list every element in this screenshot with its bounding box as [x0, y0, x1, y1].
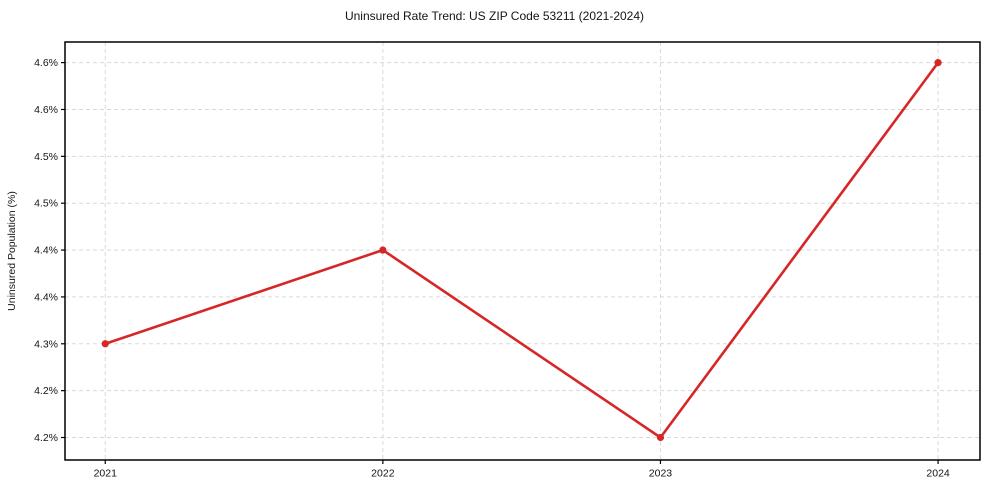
- series-layer: [101, 59, 942, 442]
- grid-layer: [65, 42, 980, 460]
- y-tick-label: 4.4%: [34, 291, 58, 303]
- x-tick-label: 2024: [926, 468, 950, 480]
- plot-border: [64, 41, 981, 461]
- x-tick-label: 2022: [371, 468, 395, 480]
- tick-layer: 4.2% 4.2% 4.3% 4.4% 4.4% 4.5% 4.5% 4.6% 4.6% 2021…: [34, 57, 950, 479]
- y-axis-label: Uninsured Population (%): [6, 191, 18, 311]
- data-point: [101, 340, 109, 348]
- data-point: [656, 433, 665, 442]
- chart-title: Uninsured Rate Trend: US ZIP Code 53211 …: [345, 9, 644, 23]
- data-point: [934, 59, 942, 67]
- x-tick-label: 2021: [94, 468, 118, 480]
- y-tick-label: 4.6%: [34, 57, 58, 69]
- y-tick-label: 4.5%: [34, 151, 58, 163]
- y-tick-label: 4.2%: [34, 432, 58, 444]
- y-tick-label: 4.4%: [34, 245, 58, 257]
- y-tick-label: 4.5%: [34, 198, 58, 210]
- y-tick-label: 4.3%: [34, 338, 58, 350]
- y-tick-label: 4.6%: [34, 104, 58, 116]
- x-tick-label: 2023: [649, 468, 673, 480]
- trend-line: [103, 61, 940, 439]
- data-point: [379, 246, 387, 254]
- y-tick-label: 4.2%: [34, 385, 58, 397]
